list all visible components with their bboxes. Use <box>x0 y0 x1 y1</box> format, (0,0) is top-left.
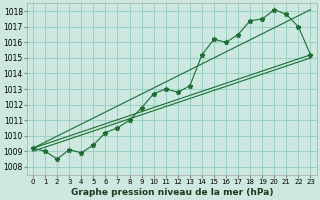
X-axis label: Graphe pression niveau de la mer (hPa): Graphe pression niveau de la mer (hPa) <box>70 188 273 197</box>
